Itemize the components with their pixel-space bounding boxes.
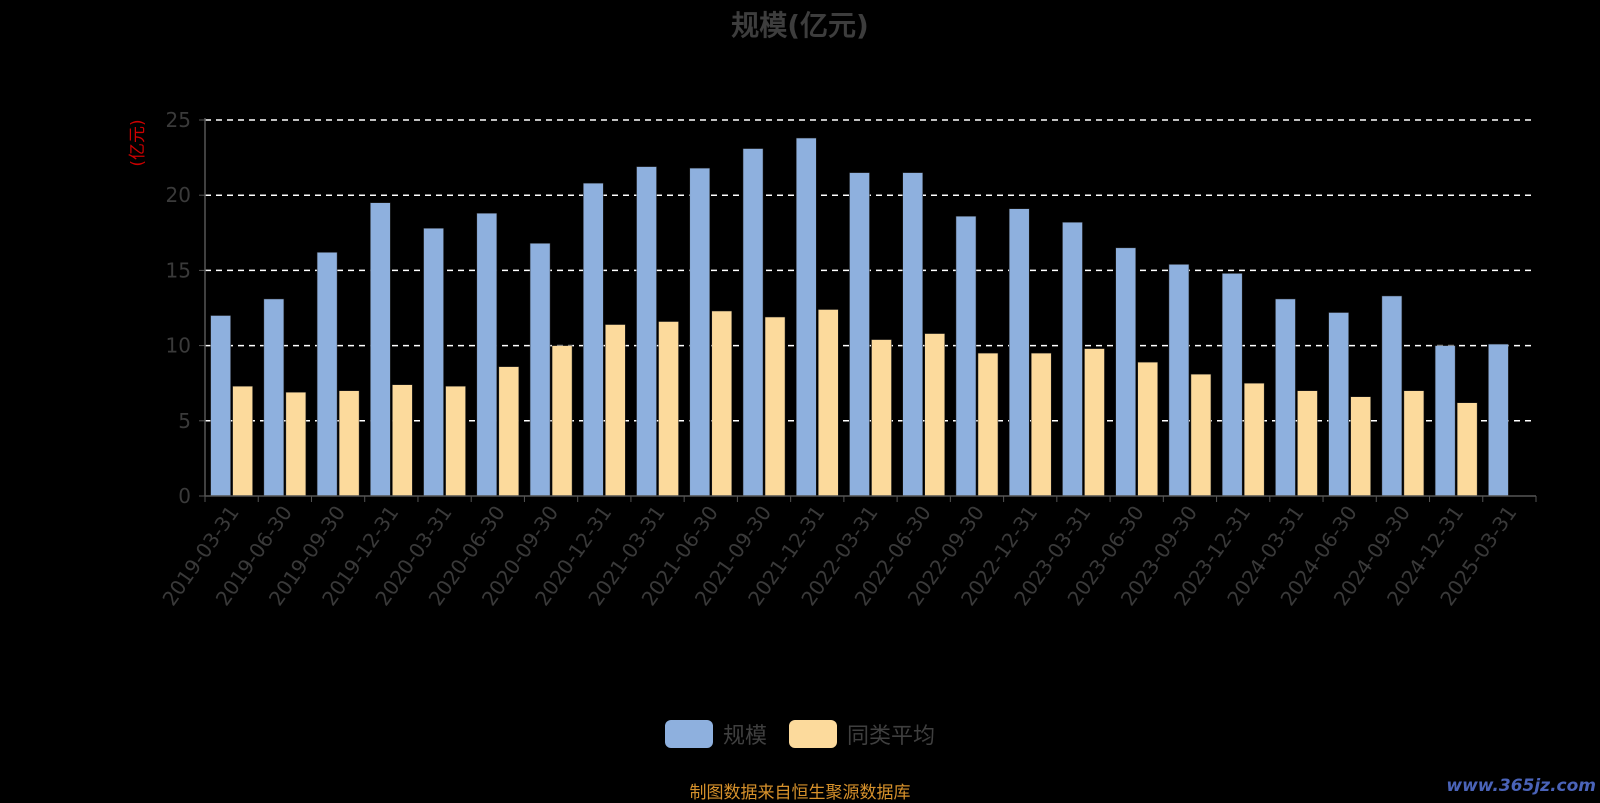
bar-scale	[1168, 264, 1190, 497]
bar-peer-average	[1243, 382, 1265, 497]
legend: 规模 同类平均	[0, 718, 1600, 750]
bar-peer-average	[498, 366, 520, 497]
bar-peer-average	[605, 324, 626, 497]
bar-scale	[742, 148, 764, 497]
bar-peer-average	[977, 352, 999, 497]
bar-peer-average	[1190, 373, 1212, 497]
bar-peer-average	[658, 321, 679, 497]
y-tick-label: 25	[166, 108, 191, 132]
bar-scale	[636, 166, 657, 497]
legend-swatch-scale	[664, 720, 713, 748]
bar-scale	[796, 137, 817, 497]
watermark: www.365jz.com	[1446, 776, 1596, 796]
bar-peer-average	[392, 384, 413, 497]
legend-label-scale: 规模	[722, 724, 767, 749]
bar-scale	[263, 298, 285, 497]
bar-scale	[423, 228, 444, 497]
bar-peer-average	[445, 385, 466, 497]
bar-peer-average	[1137, 361, 1158, 497]
bar-scale	[1434, 345, 1456, 497]
bar-peer-average	[1350, 396, 1371, 497]
bar-scale	[689, 167, 711, 497]
bar-peer-average	[232, 385, 253, 497]
bar-scale	[1381, 295, 1403, 497]
bar-scale	[1115, 247, 1136, 497]
bar-scale	[1328, 312, 1349, 497]
bar-peer-average	[338, 390, 360, 497]
y-tick-label: 20	[166, 183, 191, 207]
bar-peer-average	[711, 310, 733, 497]
bar-peer-average	[1030, 352, 1052, 497]
bar-peer-average	[1297, 390, 1318, 497]
bar-scale	[583, 182, 604, 497]
bar-scale	[1488, 343, 1509, 497]
chart-title: 规模(亿元)	[731, 9, 869, 42]
bar-peer-average	[1403, 390, 1425, 497]
bar-scale	[1062, 222, 1083, 497]
bar-scale	[476, 212, 498, 497]
bar-peer-average	[871, 339, 892, 497]
bar-peer-average	[285, 391, 307, 497]
bar-peer-average	[551, 345, 573, 497]
y-tick-label: 0	[178, 484, 191, 508]
y-tick-label: 15	[166, 258, 191, 282]
y-axis-unit-label: (亿元)	[128, 119, 148, 166]
legend-item-peer-average[interactable]: 同类平均	[789, 718, 935, 750]
bar-scale	[902, 172, 923, 497]
bar-scale	[210, 315, 231, 497]
bar-peer-average	[924, 333, 945, 497]
data-source-note: 制图数据来自恒生聚源数据库	[689, 783, 911, 803]
bar-scale	[1221, 273, 1243, 497]
bar-scale	[316, 252, 338, 497]
bar-peer-average	[1084, 348, 1105, 497]
bar-scale	[849, 172, 870, 497]
bar-peer-average	[818, 309, 839, 497]
bar-peer-average	[764, 316, 786, 497]
bar-scale	[1008, 208, 1030, 497]
bar-scale	[529, 243, 551, 497]
bar-scale	[955, 216, 977, 497]
y-tick-label: 10	[166, 334, 191, 358]
bar-scale	[370, 202, 391, 497]
legend-label-peer-average: 同类平均	[847, 724, 936, 749]
bar-peer-average	[1456, 402, 1478, 497]
y-tick-label: 5	[178, 409, 191, 433]
legend-swatch-peer-average	[789, 720, 837, 748]
legend-item-scale[interactable]: 规模	[664, 718, 767, 750]
bars	[210, 137, 1509, 497]
bar-scale	[1275, 298, 1296, 497]
